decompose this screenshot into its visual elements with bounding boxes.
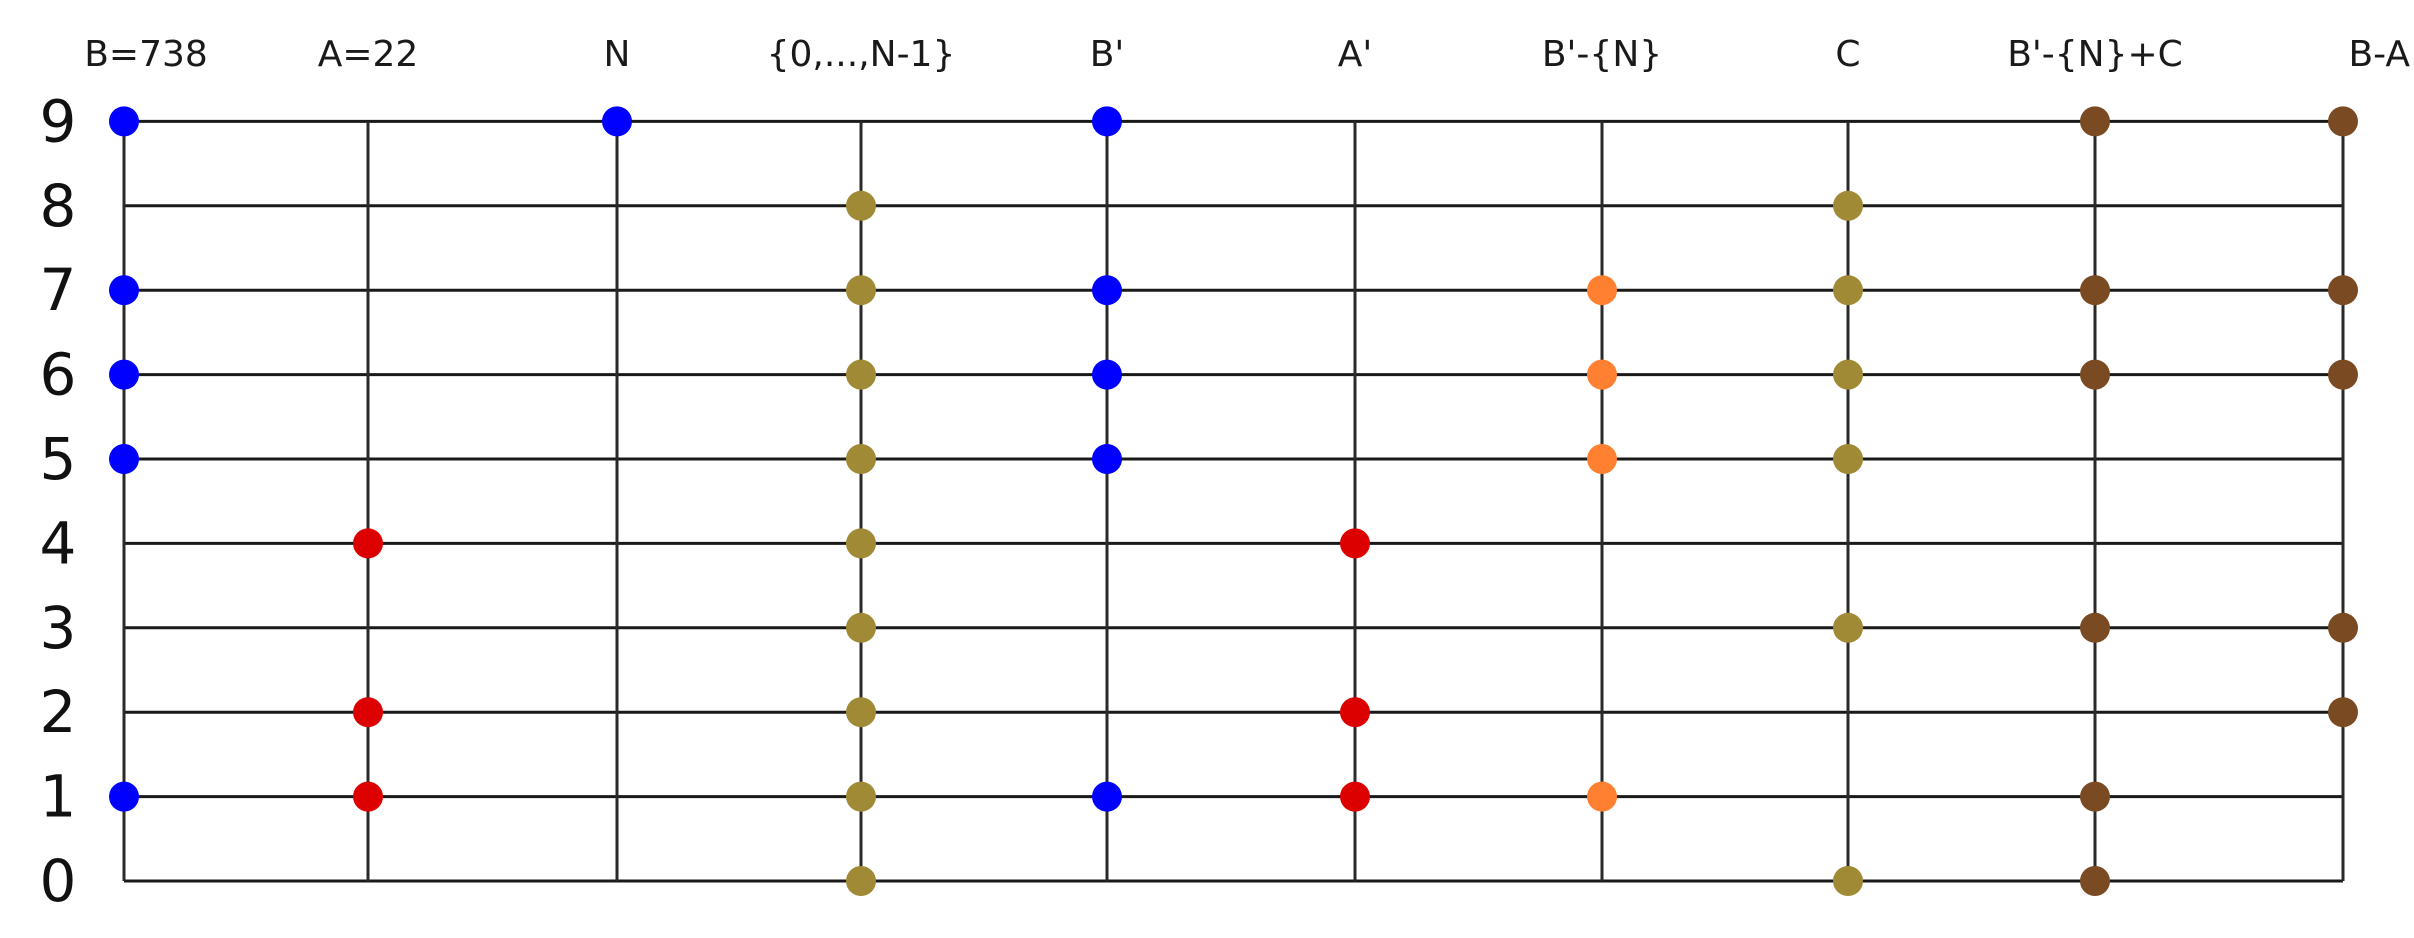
digit-dot — [1833, 190, 1863, 221]
digit-dot — [1092, 444, 1122, 474]
digit-dot — [1833, 612, 1863, 643]
digit-dot — [1587, 359, 1617, 390]
digit-dots — [109, 106, 2358, 896]
digit-dot — [846, 444, 876, 474]
digit-dot — [1833, 444, 1863, 474]
row-labels: 0 1 2 3 4 5 6 7 8 9 — [40, 87, 77, 915]
digit-dot — [2328, 106, 2358, 137]
digit-dot — [846, 781, 876, 812]
column-label: B-A — [2348, 34, 2410, 75]
digit-dot — [2328, 275, 2358, 306]
column-label: A=22 — [318, 34, 419, 75]
digit-dot — [2080, 359, 2110, 390]
digit-dot — [1587, 781, 1617, 812]
digit-dot — [1092, 106, 1122, 137]
digit-dot — [2080, 781, 2110, 812]
digit-dot — [2080, 612, 2110, 643]
digit-dot — [846, 612, 876, 643]
column-labels: B=738 A=22 N {0,...,N-1} B' A' B'-{N} C B'-{N}+C… — [84, 34, 2410, 75]
column-label: C — [1835, 34, 1860, 75]
digit-dot — [1833, 866, 1863, 896]
digit-dot — [846, 866, 876, 896]
vertical-grid-lines — [122, 121, 2345, 881]
digit-dot — [1340, 528, 1370, 559]
digit-dot — [2328, 697, 2358, 728]
column-label: B'-{N} — [1542, 34, 1662, 75]
digit-dot — [109, 275, 139, 306]
column-label: B' — [1090, 34, 1125, 75]
digit-dot — [846, 359, 876, 390]
digit-dot — [1340, 781, 1370, 812]
digit-dot — [2328, 612, 2358, 643]
row-label: 2 — [40, 678, 77, 746]
digit-dot — [1340, 697, 1370, 728]
digit-dot — [2080, 866, 2110, 896]
digit-dot — [2328, 359, 2358, 390]
digit-dot — [1833, 359, 1863, 390]
row-label: 8 — [40, 172, 77, 240]
digit-dot — [109, 106, 139, 137]
column-label: B'-{N}+C — [2007, 34, 2183, 75]
row-label: 6 — [40, 341, 77, 409]
digit-dot — [2080, 275, 2110, 306]
digit-dot — [109, 444, 139, 474]
digit-dot — [2080, 106, 2110, 137]
row-label: 1 — [40, 763, 77, 831]
digit-dot — [846, 697, 876, 728]
digit-dot — [1092, 275, 1122, 306]
digit-dot — [353, 528, 383, 559]
column-label: B=738 — [84, 34, 208, 75]
row-label: 9 — [40, 87, 77, 155]
column-label: A' — [1338, 34, 1373, 75]
digit-dot — [353, 697, 383, 728]
digit-dot — [1833, 275, 1863, 306]
digit-dot — [846, 275, 876, 306]
digit-dot — [109, 359, 139, 390]
row-label: 3 — [40, 594, 77, 662]
row-label: 4 — [40, 509, 77, 577]
digit-dot — [1092, 359, 1122, 390]
row-label: 5 — [40, 425, 77, 493]
digit-dot — [109, 781, 139, 812]
column-label: N — [604, 34, 631, 75]
column-label: {0,...,N-1} — [767, 34, 956, 75]
digit-dot — [1587, 444, 1617, 474]
digit-dot — [846, 190, 876, 221]
digit-dot — [1092, 781, 1122, 812]
digit-dot — [846, 528, 876, 559]
digit-dot — [1587, 275, 1617, 306]
row-label: 7 — [40, 256, 77, 324]
digit-dot — [602, 106, 632, 137]
row-label: 0 — [40, 847, 77, 915]
horizontal-grid-lines — [124, 119, 2343, 883]
digit-dot — [353, 781, 383, 812]
